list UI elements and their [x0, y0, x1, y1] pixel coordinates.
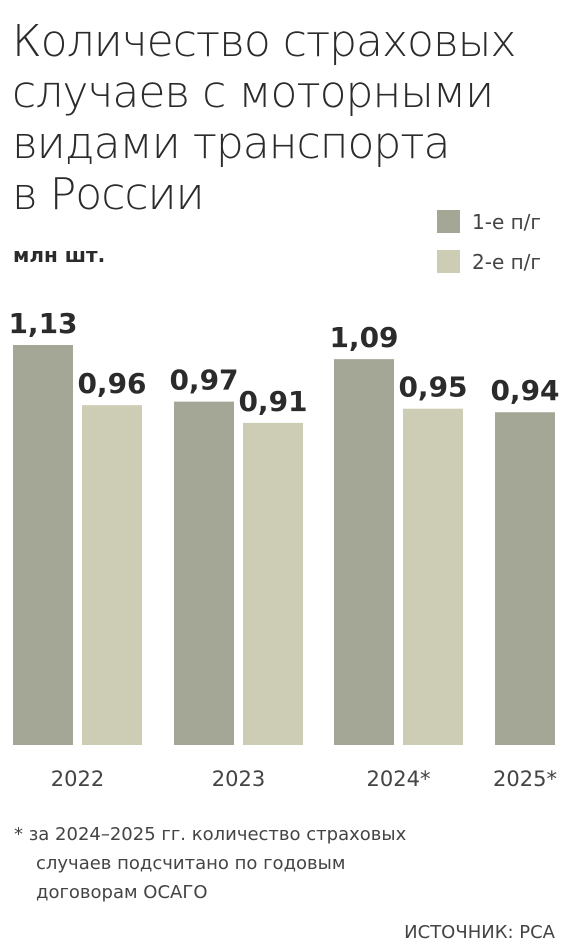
value-label: 1,09: [329, 321, 398, 354]
bar: [495, 412, 555, 745]
legend-swatch: [437, 250, 460, 273]
chart-title: случаев с моторными: [12, 67, 493, 118]
bar: [13, 344, 73, 745]
x-tick-label: 2022: [51, 767, 104, 791]
bar: [174, 401, 234, 745]
value-label: 0,91: [238, 385, 307, 418]
value-label: 0,94: [490, 374, 559, 407]
footnote: случаев подсчитано по годовым: [36, 853, 345, 874]
legend-label: 2-е п/г: [472, 250, 541, 274]
source: ИСТОЧНИК: РСА: [404, 922, 556, 943]
footnote: договорам ОСАГО: [36, 882, 208, 903]
unit-label: млн шт.: [13, 243, 105, 267]
value-label: 0,97: [169, 364, 238, 397]
value-label: 0,95: [398, 371, 467, 404]
value-label: 1,13: [8, 307, 77, 340]
footnote: * за 2024–2025 гг. количество страховых: [14, 824, 407, 845]
bar: [243, 422, 303, 745]
x-tick-label: 2023: [212, 767, 265, 791]
legend-label: 1-е п/г: [472, 210, 541, 234]
value-label: 0,96: [77, 367, 146, 400]
x-tick-label: 2025*: [493, 767, 557, 791]
bar: [334, 359, 394, 745]
chart-title: в России: [12, 169, 204, 220]
bar: [82, 405, 142, 745]
x-tick-label: 2024*: [367, 767, 431, 791]
bar: [403, 408, 463, 745]
chart-title: видами транспорта: [12, 118, 449, 169]
chart-title: Количество страховых: [12, 16, 515, 67]
legend-swatch: [437, 210, 460, 233]
